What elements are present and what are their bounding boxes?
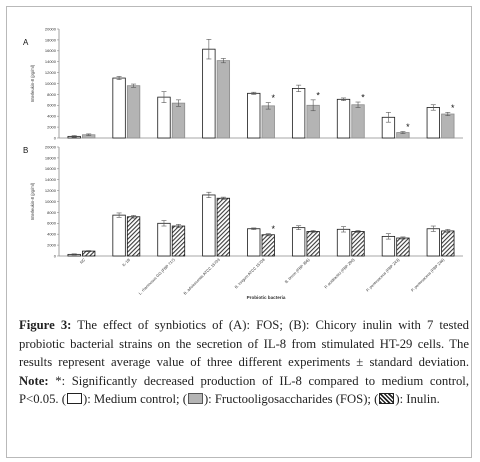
bar	[157, 222, 171, 257]
bar	[351, 104, 365, 139]
caption-note-label: Note:	[19, 373, 49, 388]
x-tick-label: NC	[79, 257, 87, 265]
significance-asterisk: *	[406, 122, 410, 132]
significance-asterisk: *	[361, 93, 365, 103]
caption-text-3: ): Medium control; (	[82, 392, 187, 407]
bar	[171, 102, 186, 139]
y-tick-label: 2000	[47, 243, 57, 248]
y-tick-label: 14000	[45, 177, 57, 182]
y-tick-label: 12000	[45, 70, 57, 75]
figure: A 0 2000 4000 6000 8000 10000 12000 14000 16000 18…	[6, 6, 472, 458]
caption-text-1: The effect of synbiotics of (A): FOS; (B…	[19, 318, 469, 370]
panel-label-b: B	[23, 146, 28, 155]
y-axis-label: Interleukin-8 (pg/ml)	[30, 64, 35, 102]
y-tick-label: 2000	[47, 125, 57, 130]
y-tick-label: 10000	[45, 81, 57, 86]
bar	[261, 234, 275, 257]
x-tick-label: B. longum ATCC 15708	[233, 257, 265, 289]
fos-swatch-icon	[187, 393, 203, 405]
x-tick-label: B. adolescentis ATCC 15703	[182, 257, 221, 296]
significance-asterisk: *	[316, 90, 320, 100]
y-tick-label: 4000	[47, 114, 57, 119]
bar	[216, 197, 231, 257]
figure-caption: Figure 3: The effect of synbiotics of (A…	[19, 316, 469, 409]
y-tick-label: 4000	[47, 232, 57, 237]
y-tick-label: 16000	[45, 48, 57, 53]
bar	[261, 105, 275, 139]
significance-asterisk: *	[271, 93, 275, 103]
y-tick-label: 12000	[45, 188, 57, 193]
bar	[247, 92, 261, 139]
y-tick-label: 8000	[47, 92, 57, 97]
bar	[247, 228, 261, 257]
medium-control-swatch-icon	[66, 393, 82, 405]
caption-text-4: ): Fructooligosaccharides (FOS); (	[203, 392, 379, 407]
bar	[157, 96, 171, 139]
x-tick-label: P. acidilactici (FBP 290)	[323, 257, 356, 290]
x-axis-label: Probiotic bacteria	[247, 295, 286, 300]
y-axis-label: Interleukin-8 (pg/ml)	[30, 182, 35, 220]
x-tick-label: P. pentosaceus (FBP 243)	[365, 257, 401, 293]
y-tick-label: 18000	[45, 155, 57, 160]
bar	[426, 107, 440, 139]
y-tick-label: 0	[54, 135, 57, 140]
bar	[126, 216, 141, 257]
significance-asterisk: *	[271, 224, 275, 234]
bar	[291, 227, 306, 257]
bar	[441, 113, 455, 139]
inulin-swatch-icon	[379, 393, 395, 405]
x-tick-label: P. pentosaceus (FBP 246)	[410, 257, 446, 293]
y-tick-label: 20000	[45, 144, 57, 149]
x-tick-label: IL-1B	[121, 257, 131, 267]
bar	[336, 228, 351, 257]
y-tick-label: 10000	[45, 199, 57, 204]
y-tick-label: 0	[54, 253, 57, 258]
significance-asterisk: *	[451, 103, 455, 113]
bar	[202, 48, 216, 139]
charts: A 0 2000 4000 6000 8000 10000 12000 14000 16000 18…	[23, 26, 463, 300]
bar	[291, 88, 306, 139]
bar	[171, 225, 186, 257]
bar	[351, 231, 365, 257]
y-tick-label: 20000	[45, 26, 57, 31]
y-tick-label: 14000	[45, 59, 57, 64]
bar	[396, 237, 410, 257]
bar	[202, 194, 216, 257]
bar	[126, 85, 141, 139]
panel-label-a: A	[23, 38, 29, 47]
x-tick-label: B. breve (FBP 356)	[284, 257, 312, 285]
bar	[441, 230, 455, 257]
bar	[216, 60, 231, 139]
y-tick-label: 18000	[45, 37, 57, 42]
y-tick-label: 6000	[47, 221, 57, 226]
bar	[426, 228, 440, 257]
y-tick-label: 8000	[47, 210, 57, 215]
caption-text-2: *: Significantly decreased production of…	[19, 373, 469, 407]
bar	[112, 214, 126, 257]
x-tick-label: L. rhamnosus GG (FBP 717)	[137, 257, 176, 296]
y-tick-label: 6000	[47, 103, 57, 108]
bar	[336, 98, 351, 139]
y-tick-label: 16000	[45, 166, 57, 171]
caption-figure-label: Figure 3:	[19, 318, 72, 332]
bar	[112, 77, 126, 139]
caption-text-5: ): Inulin.	[395, 392, 440, 407]
bar	[306, 231, 320, 257]
